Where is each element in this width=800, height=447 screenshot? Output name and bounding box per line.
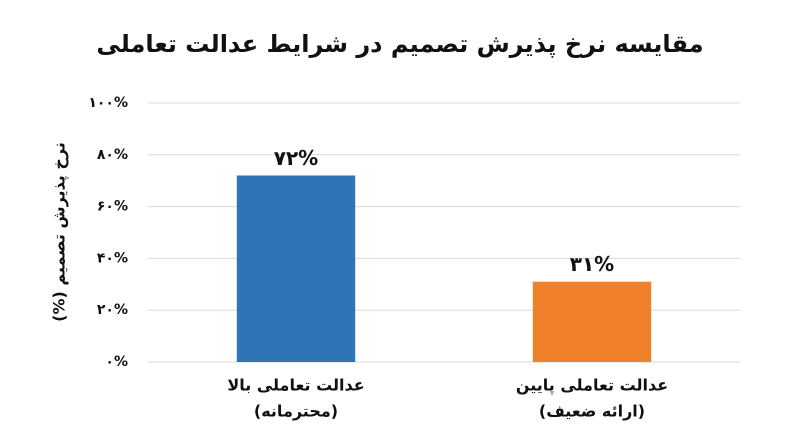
y-tick-label: ۰% [105, 354, 128, 370]
y-tick-label: ۱۰۰% [88, 95, 128, 111]
chart-title: مقایسه نرخ پذیرش تصمیم در شرایط عدالت تع… [96, 30, 703, 58]
bar [532, 281, 652, 362]
x-tick-label: عدالت تعاملی بالا [227, 376, 364, 395]
y-tick-label: ۸۰% [97, 147, 128, 163]
y-tick-label: ۴۰% [97, 250, 128, 266]
y-tick-label: ۲۰% [97, 302, 128, 318]
value-label: ۷۲% [274, 146, 318, 170]
value-label: ۳۱% [570, 252, 614, 276]
y-axis-label: نرخ پذیرش تصمیم (%) [50, 142, 70, 322]
bar [236, 175, 356, 362]
x-tick-label: (محترمانه) [254, 402, 338, 421]
y-tick-label: ۶۰% [97, 199, 128, 215]
x-tick-label: عدالت تعاملی پایین [516, 376, 668, 396]
x-tick-label: (ارائه ضعیف) [539, 402, 645, 421]
